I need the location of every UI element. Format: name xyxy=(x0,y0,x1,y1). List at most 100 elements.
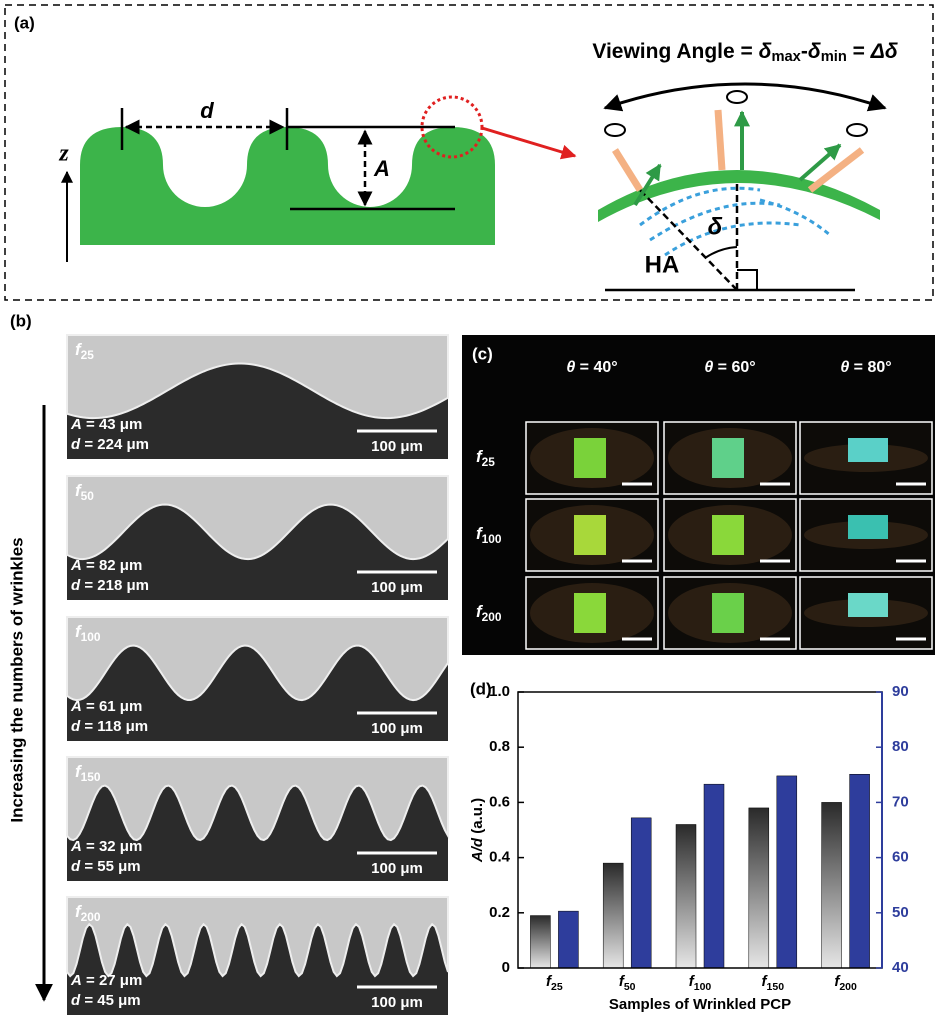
text-part: = 43 μm xyxy=(82,416,142,433)
right-angle xyxy=(737,270,757,290)
y2-tick-label: 50 xyxy=(892,904,909,921)
text-part: = 118 μm xyxy=(80,718,148,735)
text-part: θ xyxy=(704,359,713,376)
text-part: = 40° xyxy=(575,359,617,376)
amplitude-label: A = 27 μm xyxy=(70,972,142,989)
text-part: 100 xyxy=(694,981,712,993)
text-part: A/d xyxy=(469,837,486,863)
column-header: θ = 60° xyxy=(704,359,755,376)
bar xyxy=(777,776,797,968)
text-part: = 82 μm xyxy=(82,557,142,574)
column-header: θ = 80° xyxy=(840,359,891,376)
delta-label: δ xyxy=(708,213,723,240)
y-tick-label: 0.4 xyxy=(489,849,511,866)
text-part: 50 xyxy=(81,489,95,503)
text-part: 200 xyxy=(839,981,857,993)
x-tick-label: f150 xyxy=(762,973,785,993)
text-part: max xyxy=(771,49,801,65)
text-part: θ xyxy=(566,359,575,376)
text-part: 25 xyxy=(482,455,496,469)
bar xyxy=(603,863,623,968)
text-part: 200 xyxy=(482,610,502,624)
y-tick-label: 0 xyxy=(502,959,510,976)
panel-a-title: Viewing Angle = δmax-δmin = Δδ xyxy=(592,40,898,65)
photo-film xyxy=(712,515,744,555)
text-part: = 60° xyxy=(713,359,755,376)
y-tick-label: 0.8 xyxy=(489,738,510,755)
column-header: θ = 40° xyxy=(566,359,617,376)
text-part: θ xyxy=(840,359,849,376)
text-part: = 224 μm xyxy=(80,436,149,453)
amplitude-label: A = 61 μm xyxy=(70,698,142,715)
text-part: Δδ xyxy=(870,40,898,63)
bar xyxy=(749,808,769,968)
page: { "panel_a": { "label": "(a)", "title": … xyxy=(0,0,939,1016)
text-part: = 55 μm xyxy=(80,858,140,875)
text-part: A xyxy=(70,557,82,574)
delta-arc xyxy=(705,247,737,258)
text-part: = 218 μm xyxy=(80,577,149,594)
photo-film xyxy=(848,515,888,539)
text-part: A xyxy=(70,838,82,855)
scale-label: 100 μm xyxy=(371,860,423,877)
text-part: 25 xyxy=(81,348,95,362)
scale-label: 100 μm xyxy=(371,438,423,455)
text-part: 100 xyxy=(482,532,502,546)
text-part: δ xyxy=(808,40,821,63)
y2-tick-label: 90 xyxy=(892,683,909,700)
z-label: z xyxy=(58,141,69,167)
bar xyxy=(558,911,578,968)
photo-film xyxy=(574,515,606,555)
y-tick-label: 1.0 xyxy=(489,683,510,700)
period-label: d = 224 μm xyxy=(71,436,149,453)
panel-label: (a) xyxy=(14,13,35,32)
x-axis-title: Samples of Wrinkled PCP xyxy=(609,996,791,1013)
y-tick-label: 0.2 xyxy=(489,904,510,921)
x-tick-label: f25 xyxy=(546,973,563,993)
bar xyxy=(850,774,870,968)
text-part: = 32 μm xyxy=(82,838,142,855)
figure: (a)Viewing Angle = δmax-δmin = ΔδdAzδHA(… xyxy=(0,0,939,1016)
a-label: A xyxy=(373,156,390,181)
amplitude-label: A = 82 μm xyxy=(70,557,142,574)
text-part: 150 xyxy=(81,770,101,784)
text-part: 100 xyxy=(81,630,101,644)
photo-film xyxy=(712,593,744,633)
amplitude-label: A = 43 μm xyxy=(70,416,142,433)
bar xyxy=(631,818,651,968)
scale-label: 100 μm xyxy=(371,720,423,737)
x-tick-label: f50 xyxy=(619,973,636,993)
x-tick-label: f200 xyxy=(834,973,857,993)
amplitude-label: A = 32 μm xyxy=(70,838,142,855)
trend-label: Increasing the numbers of wrinkles xyxy=(7,537,26,822)
text-part: = xyxy=(847,40,871,63)
y2-tick-label: 40 xyxy=(892,959,909,976)
text-part: 200 xyxy=(81,910,101,924)
text-part: = 45 μm xyxy=(80,992,140,1009)
text-part: - xyxy=(801,40,808,63)
period-label: d = 118 μm xyxy=(71,718,148,735)
text-part: 25 xyxy=(551,981,563,993)
text-part: Viewing Angle = xyxy=(592,40,758,63)
period-label: d = 55 μm xyxy=(71,858,141,875)
panel-label: (c) xyxy=(472,344,493,363)
photo-film xyxy=(574,438,606,478)
text-part: = 80° xyxy=(849,359,891,376)
photo-film xyxy=(574,593,606,633)
photo-film xyxy=(848,438,888,462)
photo-film xyxy=(712,438,744,478)
helix-lines xyxy=(640,188,830,255)
bar xyxy=(822,802,842,968)
text-part: min xyxy=(821,49,847,65)
period-label: d = 218 μm xyxy=(71,577,149,594)
bar xyxy=(704,784,724,968)
text-part: 50 xyxy=(624,981,636,993)
text-part: δ xyxy=(759,40,772,63)
text-part: A xyxy=(70,698,82,715)
x-tick-label: f100 xyxy=(689,973,712,993)
ha-label: HA xyxy=(645,251,680,278)
y-tick-label: 0.6 xyxy=(489,793,510,810)
bar xyxy=(676,824,696,968)
text-part: A xyxy=(70,416,82,433)
text-part: = 27 μm xyxy=(82,972,142,989)
